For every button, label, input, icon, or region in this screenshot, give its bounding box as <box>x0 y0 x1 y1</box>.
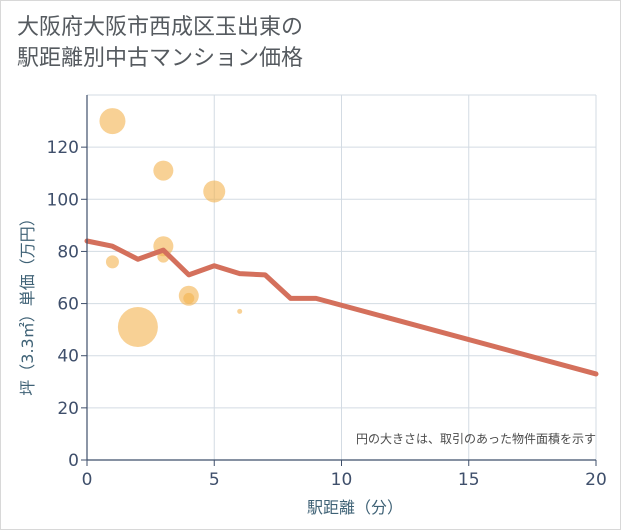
axes <box>81 95 597 466</box>
x-tick-label: 0 <box>82 470 93 490</box>
bubble-point <box>117 307 158 348</box>
bubble-point <box>153 160 174 181</box>
y-axis-title: 坪（3.3㎡）単価（万円） <box>18 210 37 395</box>
title-line-1: 大阪府大阪市西成区玉出東の <box>17 15 304 40</box>
bubbles <box>99 108 243 348</box>
x-tick-label: 20 <box>585 470 607 490</box>
x-tick-label: 5 <box>209 470 220 490</box>
bubble-point <box>203 180 226 203</box>
bubble-point <box>99 108 126 135</box>
y-tick-label: 40 <box>57 347 79 367</box>
trend-line-group <box>84 238 599 377</box>
grid <box>87 94 597 460</box>
y-tick-label: 100 <box>47 190 79 210</box>
chart-title: 大阪府大阪市西成区玉出東の 駅距離別中古マンション価格 <box>17 12 303 74</box>
trend-line <box>84 238 599 377</box>
x-axis-title: 駅距離（分） <box>307 498 403 517</box>
bubble-point <box>105 255 119 269</box>
x-tick-label: 10 <box>331 470 353 490</box>
title-line-2: 駅距離別中古マンション価格 <box>17 46 304 71</box>
y-tick-label: 20 <box>57 399 79 419</box>
size-annotation: 円の大きさは、取引のあった物件面積を示す <box>356 431 596 446</box>
tick-labels: 0 5 10 15 20 0 20 40 60 80 100 120 <box>47 138 607 490</box>
bubble-point <box>183 292 195 304</box>
bubble-point <box>237 308 243 314</box>
y-tick-label: 0 <box>68 451 79 471</box>
x-tick-label: 15 <box>458 470 480 490</box>
y-tick-label: 80 <box>57 242 79 262</box>
y-tick-label: 120 <box>47 138 79 158</box>
y-tick-label: 60 <box>57 295 79 315</box>
